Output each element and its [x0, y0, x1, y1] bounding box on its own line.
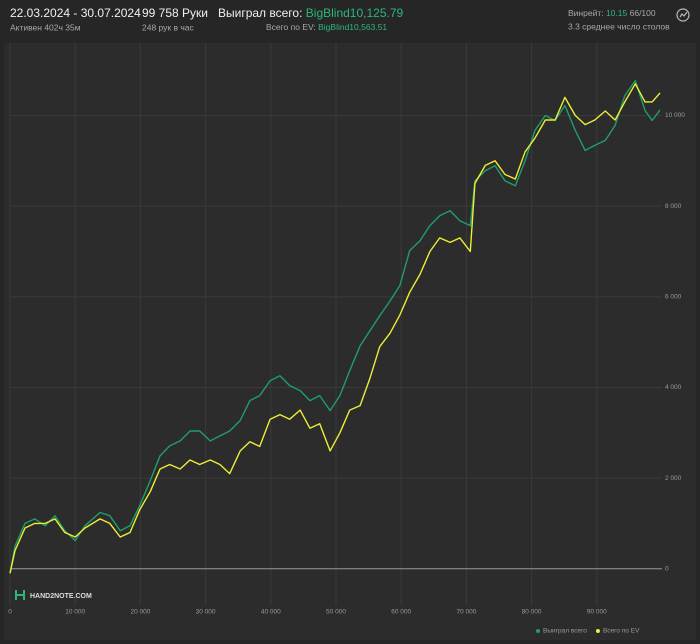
legend: Выиграл всего Всего по EV [536, 628, 640, 635]
date-range: 22.03.2024 - 30.07.2024 [10, 6, 141, 20]
ev-value: BigBlind10,563.51 [318, 22, 387, 32]
x-tick-label: 20 000 [130, 609, 150, 616]
line-series [9, 83, 661, 574]
x-tick-label: 40 000 [261, 609, 281, 616]
x-tick-label: 10 000 [65, 609, 85, 616]
hands: 99 758 Руки [142, 6, 208, 20]
y-tick-label: 8 000 [665, 203, 682, 210]
y-tick-label: 0 [665, 565, 669, 572]
x-tick-label: 80 000 [522, 609, 542, 616]
y-tick-label: 6 000 [665, 294, 682, 301]
legend-marker [595, 629, 600, 633]
won-value: BigBlind10,125.79 [306, 6, 404, 20]
tables: 3.3 среднее число столов [568, 21, 670, 31]
icon[interactable] [676, 8, 690, 22]
y-tick-label: 2 000 [665, 475, 682, 482]
x-tick-label: 30 000 [196, 609, 216, 616]
winrate: Винрейт: 10.15 66/100 [568, 8, 656, 18]
logo: HAND2NOTE.COM [15, 590, 92, 600]
legend-label: Всего по EV [603, 628, 640, 635]
legend-label: Выиграл всего [543, 628, 587, 635]
logo-text: HAND2NOTE.COM [30, 593, 92, 600]
x-tick-label: 60 000 [391, 609, 411, 616]
plot-panel [4, 43, 696, 640]
x-tick-label: 90 000 [587, 609, 607, 616]
winrate-value: 10.15 [606, 8, 628, 18]
active-time: Активен 402ч 35м [10, 22, 81, 32]
x-tick-label: 50 000 [326, 609, 346, 616]
x-tick-label: 0 [8, 609, 12, 616]
hands-per-hour: 248 рук в час [142, 22, 195, 32]
winrate-label: Винрейт: [568, 8, 604, 18]
won-label: Выиграл всего: [218, 6, 302, 20]
winrate-extra: 66/100 [630, 8, 656, 18]
won-total: Выиграл всего: BigBlind10,125.79 [218, 6, 404, 20]
y-tick-label: 10 000 [665, 112, 685, 119]
x-tick-label: 70 000 [456, 609, 476, 616]
legend-marker [536, 629, 540, 633]
ev-label: Всего по EV: [266, 22, 316, 32]
ev-total: Всего по EV: BigBlind10,563.51 [266, 22, 387, 32]
y-tick-label: 4 000 [665, 384, 682, 391]
